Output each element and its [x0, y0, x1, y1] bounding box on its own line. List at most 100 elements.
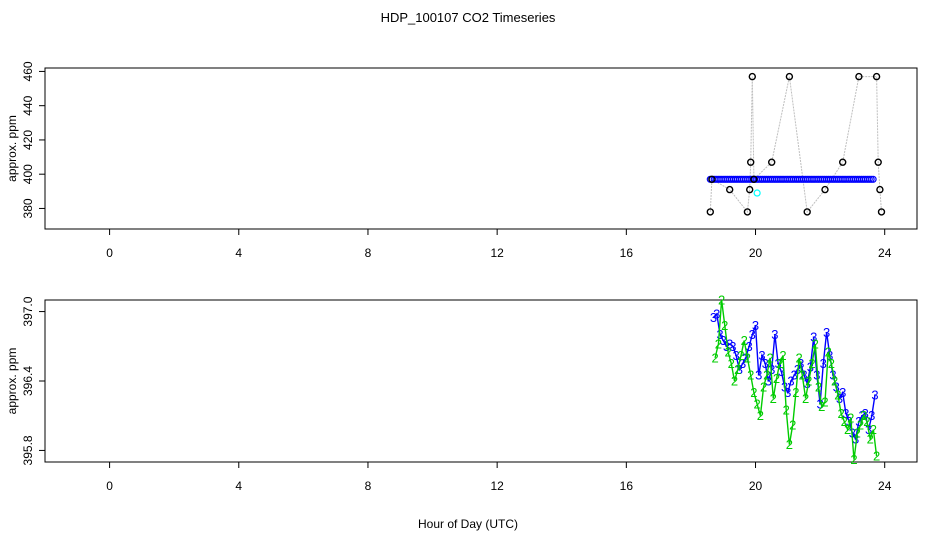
- series-line-3: [712, 312, 876, 441]
- x-tick-label: 0: [106, 246, 113, 260]
- series-marker-3: 3: [765, 374, 772, 389]
- series-marker-2: 2: [828, 356, 835, 371]
- series-marker-2: 2: [750, 385, 757, 400]
- series-marker-3: 3: [752, 318, 759, 333]
- series-marker-2: 2: [776, 356, 783, 371]
- raw-point: [743, 208, 752, 216]
- raw-point: [803, 208, 811, 216]
- series-marker-2: 2: [753, 397, 760, 412]
- y-tick-label: 397.0: [21, 296, 35, 326]
- flagged-point: [753, 189, 761, 197]
- raw-point: [872, 72, 881, 81]
- series-marker-3: 3: [755, 368, 762, 383]
- series-marker-3: 3: [720, 333, 727, 348]
- series-marker-3: 3: [758, 348, 765, 363]
- series-marker-2: 2: [821, 394, 828, 409]
- series-marker-2: 2: [854, 426, 861, 441]
- y-tick-label: 440: [21, 95, 35, 115]
- raw-point: [855, 72, 863, 81]
- raw-point: [706, 208, 714, 216]
- series-marker-3: 3: [816, 397, 823, 412]
- series-marker-3: 3: [813, 368, 820, 383]
- series-marker-2: 2: [737, 348, 744, 363]
- series-marker-2: 2: [812, 337, 819, 352]
- series-marker-3: 3: [791, 368, 798, 383]
- series-marker-2: 2: [721, 318, 728, 333]
- series-marker-3: 3: [807, 360, 814, 375]
- series-marker-3: 3: [804, 376, 811, 391]
- x-tick-label: 20: [749, 246, 763, 260]
- series-marker-2: 2: [779, 348, 786, 363]
- series-marker-2: 2: [837, 406, 844, 421]
- series-marker-2: 2: [831, 374, 838, 389]
- series-marker-2: 2: [766, 350, 773, 365]
- series-marker-2: 2: [734, 362, 741, 377]
- series-marker-2: 2: [802, 391, 809, 406]
- raw-point: [877, 208, 886, 216]
- series-marker-2: 2: [873, 449, 880, 464]
- series-marker-2: 2: [763, 368, 770, 383]
- series-marker-3: 3: [820, 356, 827, 371]
- series-marker-3: 3: [839, 385, 846, 400]
- series-marker-2: 2: [789, 418, 796, 433]
- series-marker-2: 2: [760, 379, 767, 394]
- y-tick-label: 400: [21, 164, 35, 184]
- series-marker-3: 3: [800, 368, 807, 383]
- series-marker-3: 3: [787, 374, 794, 389]
- series-marker-3: 3: [716, 327, 723, 342]
- series-marker-2: 2: [847, 411, 854, 426]
- series-marker-2: 2: [718, 293, 725, 308]
- x-tick-label: 8: [365, 479, 372, 493]
- x-tick-label: 4: [235, 246, 242, 260]
- series-marker-3: 3: [723, 339, 730, 354]
- series-marker-2: 2: [818, 399, 825, 414]
- figure-title: HDP_100107 CO2 Timeseries: [381, 10, 556, 25]
- series-marker-3: 3: [726, 337, 733, 352]
- series-marker-2: 2: [860, 408, 867, 423]
- raw-point: [768, 158, 776, 166]
- series-marker-2: 2: [792, 385, 799, 400]
- series-marker-2: 2: [715, 337, 722, 352]
- series-marker-3: 3: [778, 364, 785, 379]
- series-marker-3: 3: [749, 327, 756, 342]
- series-marker-2: 2: [863, 414, 870, 429]
- x-tick-label: 24: [878, 479, 892, 493]
- series-marker-3: 3: [762, 356, 769, 371]
- series-marker-2: 2: [757, 408, 764, 423]
- raw-point: [874, 158, 882, 166]
- y-tick-label: 395.8: [21, 435, 35, 465]
- y-tick-label: 380: [21, 198, 35, 218]
- series-marker-3: 3: [732, 348, 739, 363]
- x-tick-label: 16: [620, 479, 634, 493]
- x-tick-label: 24: [878, 246, 892, 260]
- series-marker-3: 3: [852, 431, 859, 446]
- series-marker-2: 2: [850, 452, 857, 467]
- series-marker-2: 2: [808, 356, 815, 371]
- series-marker-2: 2: [744, 350, 751, 365]
- series-marker-3: 3: [868, 408, 875, 423]
- series-marker-2: 2: [815, 379, 822, 394]
- raw-point: [746, 185, 754, 194]
- series-marker-3: 3: [810, 330, 817, 345]
- series-marker-2: 2: [724, 345, 731, 360]
- series-marker-2: 2: [747, 368, 754, 383]
- raw-point: [876, 185, 884, 194]
- series-line-2: [714, 299, 878, 460]
- raw-series-line: [709, 76, 882, 214]
- series-marker-2: 2: [770, 391, 777, 406]
- x-tick-label: 0: [106, 479, 113, 493]
- raw-point: [821, 185, 829, 194]
- series-marker-3: 3: [710, 310, 717, 325]
- series-marker-3: 3: [862, 406, 869, 421]
- raw-point: [839, 158, 847, 166]
- series-marker-2: 2: [799, 368, 806, 383]
- series-marker-2: 2: [786, 437, 793, 452]
- series-marker-3: 3: [713, 306, 720, 321]
- series-marker-2: 2: [795, 350, 802, 365]
- series-marker-2: 2: [841, 414, 848, 429]
- x-tick-label: 12: [490, 246, 504, 260]
- x-axis-label: Hour of Day (UTC): [418, 517, 518, 531]
- series-marker-2: 2: [773, 371, 780, 386]
